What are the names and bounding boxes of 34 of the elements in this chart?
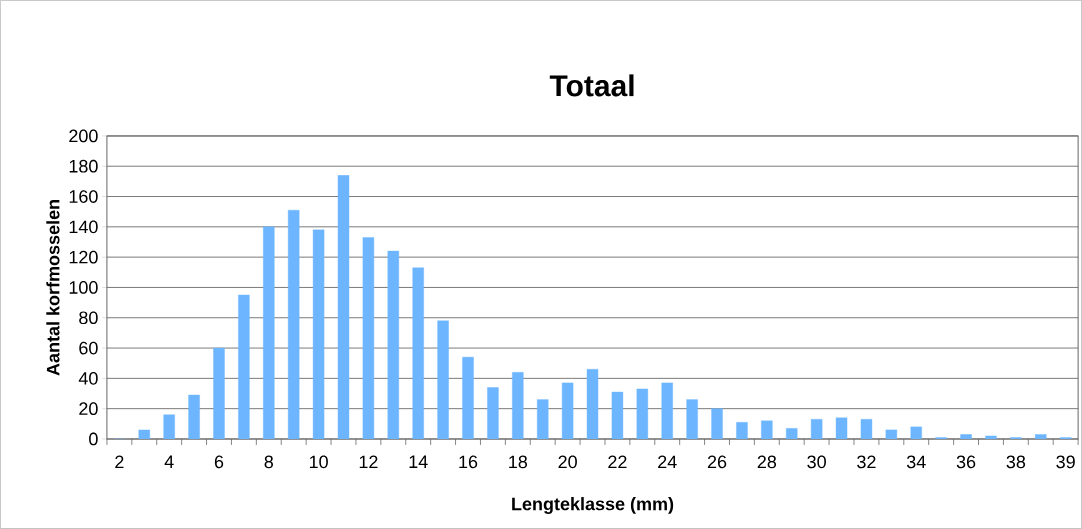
x-tick-label: 32	[857, 455, 876, 469]
y-tick-label: 80	[79, 311, 98, 325]
chart-title: Totaal	[549, 74, 634, 97]
x-tick-label: 26	[707, 455, 727, 469]
y-tick-label: 140	[69, 220, 98, 234]
x-tick-label: 22	[608, 455, 627, 469]
x-tick-label: 4	[164, 455, 174, 468]
y-tick-label: 160	[69, 190, 98, 203]
x-tick-label: 10	[309, 455, 328, 469]
x-tick-label: 18	[509, 455, 528, 469]
x-tick-label: 2	[115, 455, 124, 469]
y-tick-label: 120	[69, 250, 98, 264]
y-tick-label: 0	[89, 432, 98, 446]
x-tick-label: 28	[757, 455, 777, 469]
y-tick-label: 40	[78, 372, 98, 385]
x-tick-label: 16	[459, 455, 478, 469]
x-tick-label: 6	[214, 455, 224, 469]
x-tick-label: 38	[1006, 455, 1026, 469]
y-axis-title: Aantal korfmosselen	[46, 200, 60, 376]
y-tick-label: 60	[79, 341, 98, 355]
y-tick-label: 20	[79, 402, 98, 416]
x-tick-label: 20	[558, 455, 577, 469]
x-tick-label: 14	[409, 455, 428, 468]
y-tick-label: 100	[69, 281, 98, 294]
x-tick-label: 12	[359, 455, 378, 469]
x-tick-label: 8	[264, 455, 274, 469]
x-tick-label: 34	[906, 455, 926, 469]
y-tick-label: 200	[69, 129, 98, 143]
x-tick-label: 30	[807, 455, 826, 469]
y-tick-label: 180	[69, 159, 98, 173]
x-tick-label: 24	[658, 455, 677, 469]
x-tick-label: 39	[1056, 455, 1075, 469]
x-tick-label: 36	[956, 455, 976, 469]
x-axis-title: Lengteklasse (mm)	[512, 497, 674, 514]
